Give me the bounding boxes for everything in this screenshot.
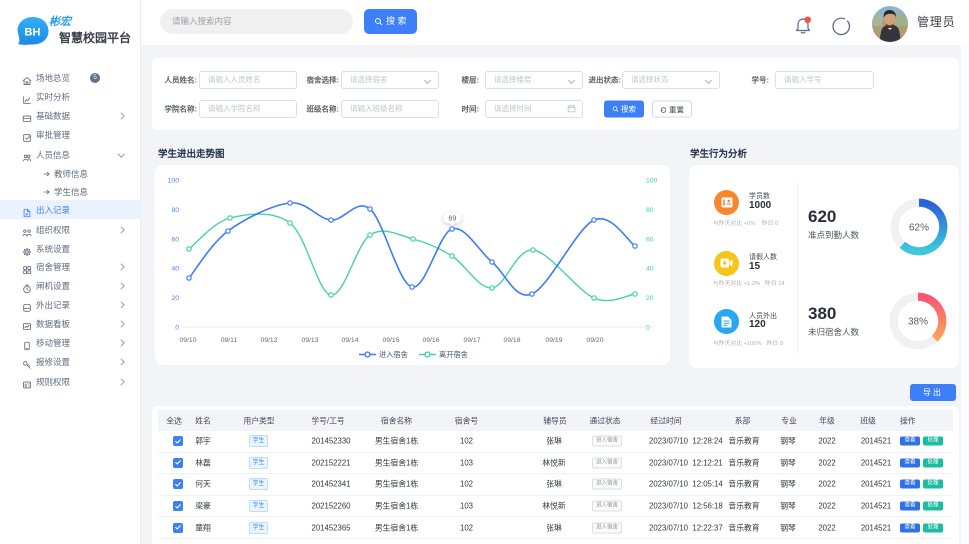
svg-text:0: 0 [175,325,179,332]
svg-text:20: 20 [171,295,179,302]
svg-text:80: 80 [646,207,654,214]
svg-text:38%: 38% [908,317,928,328]
svg-text:09/14: 09/14 [341,337,358,344]
svg-text:60: 60 [646,236,654,243]
svg-text:09/20: 09/20 [586,337,603,344]
svg-text:80: 80 [171,207,179,214]
svg-text:09/18: 09/18 [503,337,520,344]
svg-text:0: 0 [646,325,650,332]
svg-text:09/13: 09/13 [301,337,318,344]
svg-text:20: 20 [646,295,654,302]
svg-text:09/10: 09/10 [179,337,196,344]
svg-text:60: 60 [171,236,179,243]
svg-text:40: 40 [646,266,654,273]
svg-text:09/19: 09/19 [545,337,562,344]
svg-text:09/16: 09/16 [422,337,439,344]
svg-text:09/15: 09/15 [382,337,399,344]
svg-text:40: 40 [171,266,179,273]
svg-text:进入宿舍: 进入宿舍 [379,350,408,359]
svg-text:69: 69 [449,216,457,223]
svg-text:09/12: 09/12 [260,337,277,344]
svg-text:09/11: 09/11 [221,337,238,344]
svg-text:09/17: 09/17 [463,337,480,344]
svg-text:离开宿舍: 离开宿舍 [439,350,468,359]
svg-text:100: 100 [168,178,180,185]
svg-text:62%: 62% [909,223,929,234]
svg-text:BH: BH [25,27,41,39]
svg-text:100: 100 [646,178,658,185]
